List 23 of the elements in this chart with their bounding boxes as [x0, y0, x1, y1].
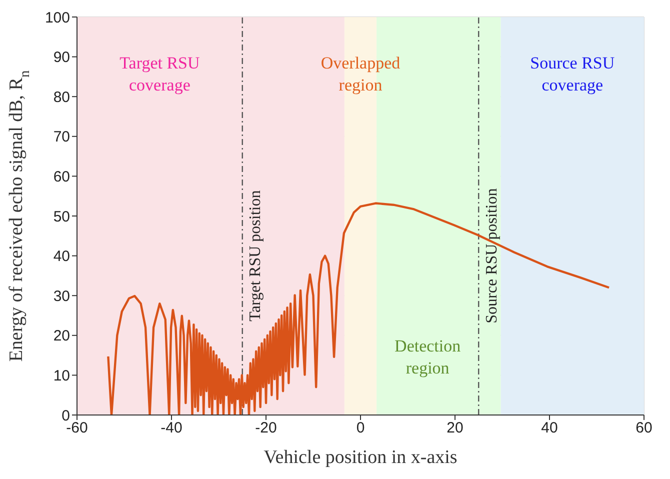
band-label: Overlapped region — [320, 54, 401, 95]
ref-line-label: Target RSU position — [247, 190, 264, 322]
x-tick-label: 60 — [636, 420, 652, 437]
x-tick-label: -20 — [255, 420, 277, 437]
y-tick-label: 60 — [53, 168, 70, 186]
y-tick-label: 40 — [53, 248, 70, 266]
y-tick-label: 50 — [53, 208, 70, 226]
x-tick-label: 0 — [356, 420, 365, 437]
y-tick-label: 20 — [53, 328, 70, 345]
ref-line-label: Source RSU position — [483, 188, 500, 324]
band-label: Target RSU coverage — [120, 54, 200, 95]
x-tick-label: -40 — [160, 420, 182, 437]
x-axis-title: Vehicle position in x-axis — [264, 447, 458, 468]
y-tick-label: 30 — [53, 288, 70, 305]
x-tick-label: 40 — [541, 420, 558, 437]
band-label: Detection region — [394, 336, 462, 378]
y-tick-label: 100 — [44, 9, 70, 26]
y-tick-label: 90 — [53, 49, 70, 66]
band-label: Source RSU coverage — [530, 54, 615, 95]
y-tick-label: 70 — [53, 128, 70, 146]
y-tick-label: 10 — [53, 368, 70, 385]
y-tick-label: 80 — [53, 88, 70, 106]
x-tick-label: 20 — [446, 420, 464, 437]
